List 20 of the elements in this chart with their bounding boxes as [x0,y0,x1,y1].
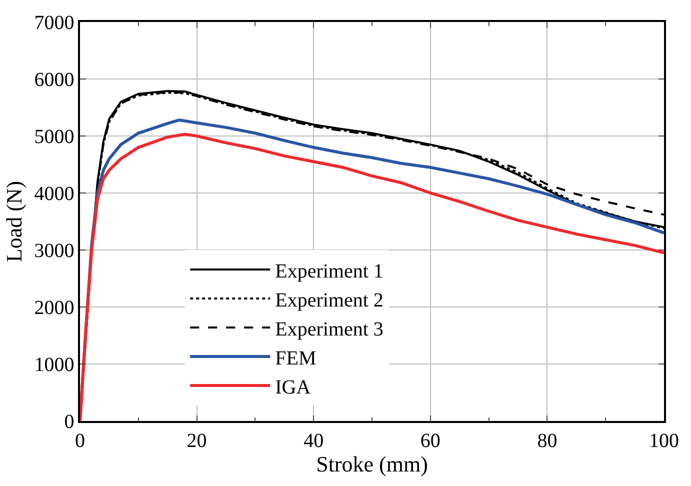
y-tick-label: 1000 [34,354,74,376]
x-tick-label: 60 [420,430,440,452]
y-tick-label: 7000 [34,12,74,34]
y-tick-label: 5000 [34,126,74,148]
x-tick-label: 40 [304,430,324,452]
legend-label: FEM [275,347,316,370]
y-tick-label: 2000 [34,297,74,319]
x-tick-label: 20 [186,430,207,452]
y-tick-label: 4000 [34,183,74,205]
x-axis-title: Stroke (mm) [316,452,428,477]
y-tick-label: 6000 [34,69,74,91]
y-tick-label: 3000 [34,240,74,262]
y-axis-title: Load (N) [2,180,27,262]
legend-label: Experiment 2 [275,289,384,312]
legend-label: IGA [275,376,312,398]
legend-label: Experiment 3 [275,318,384,340]
x-tick-label: 100 [649,430,679,452]
legend-label: Experiment 1 [275,260,384,282]
x-tick-label: 80 [537,430,558,452]
y-tick-label: 0 [64,411,74,433]
